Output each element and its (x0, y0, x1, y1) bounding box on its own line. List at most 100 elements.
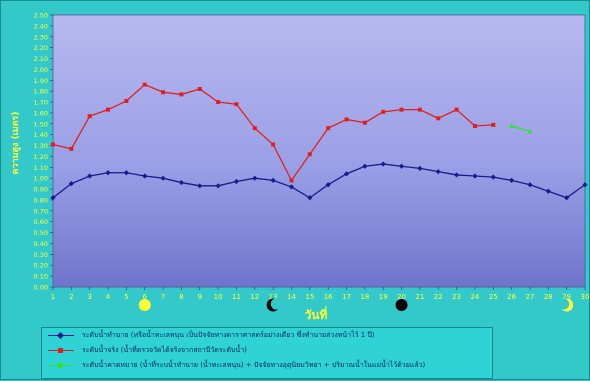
x-tick-label: 5 (124, 293, 128, 301)
legend-swatch-actual (48, 348, 74, 353)
data-point (527, 182, 533, 188)
y-tick-label: 1.80 (34, 88, 48, 96)
data-point (436, 116, 441, 121)
data-point (216, 100, 221, 105)
data-point (417, 165, 423, 172)
data-point (509, 177, 515, 183)
data-point (234, 102, 239, 107)
x-tick-label: 25 (489, 293, 498, 301)
data-point (105, 170, 111, 176)
data-point (289, 178, 294, 183)
x-tick-label: 24 (470, 293, 479, 301)
data-point (344, 117, 349, 122)
data-point (252, 126, 257, 131)
y-tick-label: 0.70 (34, 207, 48, 215)
data-point (325, 182, 331, 188)
x-tick-label: 15 (305, 293, 314, 301)
x-tick-label: 4 (106, 293, 111, 301)
legend: ระดับน้ำทำนาย (หรือน้ำทะเลหนุน เป็นปัจจั… (41, 327, 493, 379)
y-tick-label: 1.40 (34, 131, 48, 139)
x-tick-label: 6 (142, 293, 147, 301)
x-tick-label: 26 (507, 293, 516, 301)
x-tick-label: 13 (269, 293, 278, 301)
data-point (399, 107, 404, 112)
x-tick-label: 23 (452, 293, 461, 301)
data-point (87, 114, 92, 119)
data-point (398, 163, 405, 169)
x-tick-label: 27 (526, 293, 535, 301)
y-tick-label: 2.30 (34, 33, 48, 41)
y-tick-label: 1.50 (34, 120, 48, 128)
crescent-moon-icon (557, 298, 574, 312)
data-point (142, 173, 148, 179)
data-point (106, 107, 111, 112)
x-tick-label: 7 (161, 293, 165, 301)
data-point (233, 178, 240, 185)
data-point (215, 183, 221, 189)
data-point (545, 188, 551, 194)
x-tick-label: 12 (250, 293, 259, 301)
crescent-moon-icon (266, 298, 282, 312)
x-tick-label: 19 (379, 293, 388, 301)
y-tick-label: 1.30 (34, 142, 48, 150)
x-tick-label: 21 (415, 293, 424, 301)
data-point (582, 182, 588, 188)
x-tick-label: 30 (581, 293, 590, 301)
data-point (123, 170, 129, 176)
y-axis-title: ความสูง (เมตร) (11, 112, 21, 175)
x-tick-label: 2 (69, 293, 73, 301)
x-tick-label: 22 (434, 293, 443, 301)
legend-item-predicted: ระดับน้ำทำนาย (หรือน้ำทะเลหนุน เป็นปัจจั… (42, 328, 492, 343)
legend-swatch-forecast (48, 363, 74, 368)
y-tick-label: 2.20 (34, 44, 48, 52)
data-point (435, 169, 441, 175)
data-point (270, 177, 276, 183)
y-tick-label: 0.30 (34, 251, 48, 259)
data-point (161, 90, 166, 95)
data-point (472, 123, 477, 128)
y-tick-label: 0.20 (34, 262, 48, 270)
data-point (50, 195, 56, 201)
data-point (197, 183, 203, 189)
y-tick-label: 0.90 (34, 186, 48, 194)
y-tick-label: 0.10 (34, 273, 48, 281)
data-point (68, 181, 74, 187)
data-point (179, 92, 184, 97)
data-point (380, 161, 386, 167)
x-tick-label: 10 (214, 293, 223, 301)
data-point (509, 123, 515, 128)
x-tick-label: 14 (287, 293, 296, 301)
data-point (472, 173, 478, 179)
data-point (381, 109, 386, 114)
data-point (326, 126, 331, 131)
x-tick-label: 17 (342, 293, 351, 301)
x-tick-label: 16 (324, 293, 333, 301)
data-point (87, 173, 93, 179)
y-tick-label: 0.40 (34, 240, 48, 248)
y-tick-label: 1.20 (34, 153, 48, 161)
data-point (51, 142, 55, 147)
data-point (417, 107, 422, 112)
x-tick-label: 8 (179, 293, 183, 301)
series-line-0 (52, 163, 586, 199)
data-point (491, 122, 496, 127)
y-tick-label: 2.00 (34, 66, 48, 74)
data-point (142, 82, 147, 87)
x-tick-label: 28 (544, 293, 553, 301)
y-tick-label: 0.60 (34, 218, 48, 226)
data-point (197, 86, 202, 91)
x-tick-label: 29 (562, 293, 571, 301)
data-point (307, 152, 312, 157)
x-tick-label: 20 (397, 293, 406, 301)
data-point (307, 195, 313, 201)
y-tick-label: 1.70 (34, 99, 48, 107)
data-point (453, 172, 460, 178)
data-point (490, 174, 496, 180)
data-point (160, 175, 166, 181)
data-point (288, 184, 295, 190)
legend-swatch-predicted (48, 331, 74, 340)
y-tick-label: 0.00 (34, 284, 48, 292)
data-point (362, 163, 368, 169)
